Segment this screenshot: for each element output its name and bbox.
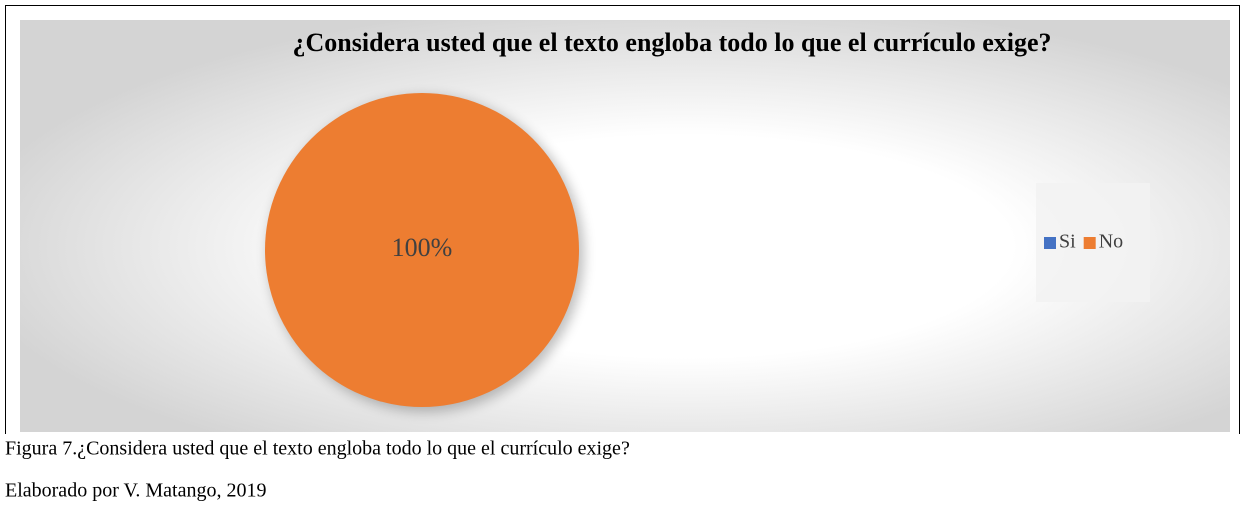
legend-swatch — [1083, 237, 1096, 249]
chart-area — [20, 20, 1230, 432]
chart-title: ¿Considera usted que el texto engloba to… — [292, 28, 1051, 57]
legend-label: Si — [1059, 231, 1076, 253]
data-label: 100% — [392, 233, 453, 262]
pie: 100% — [265, 93, 579, 407]
pie-slice — [265, 93, 579, 407]
legend: Si No — [1044, 231, 1123, 253]
legend-label: No — [1099, 231, 1123, 253]
credit: Elaborado por V. Matango, 2019 — [5, 480, 266, 502]
legend-swatch — [1044, 237, 1056, 249]
figure-caption: Figura 7.¿Considera usted que el texto e… — [5, 438, 630, 460]
